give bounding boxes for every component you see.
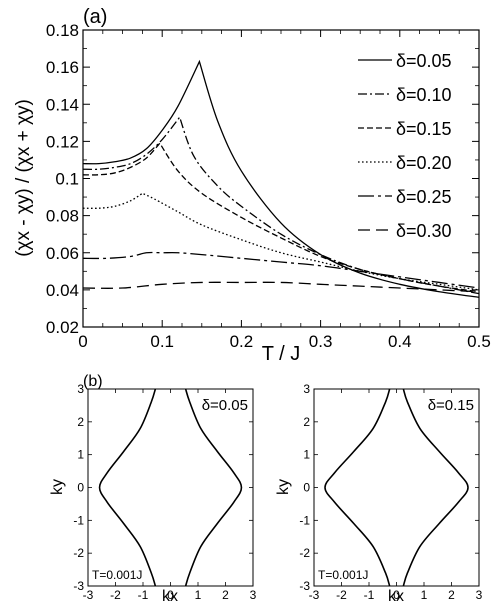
legend-label-2: δ=0.10: [396, 85, 452, 105]
y-tick-label: 0.18: [46, 21, 79, 40]
panel-b-label: (b): [83, 373, 103, 390]
fermi-surface-branch-2: [98, 388, 157, 587]
panel-b-right-y-axis-label: ky: [275, 479, 292, 495]
x-tick-label: 0.2: [230, 332, 254, 351]
y-tick-label: -3: [299, 579, 310, 593]
y-tick-label: 0.1: [55, 170, 79, 189]
y-tick-label: 0.04: [46, 281, 79, 300]
panel-a-legend: δ=0.05 δ=0.10 δ=0.15 δ=0.20 δ=0.25 δ=0.30: [358, 51, 452, 241]
x-tick-label: -3: [309, 588, 320, 602]
legend-label-1: δ=0.05: [396, 51, 452, 71]
y-tick-label: 0.16: [46, 58, 79, 77]
y-tick-label: -3: [73, 579, 84, 593]
panel-a: (a) 0 0.1 0.2 0.3 0.4 0.50.020.040.060.080.10…: [13, 6, 491, 365]
panel-b-left-ticks: -3 -2 -1 0 1 2 3 -3 -2 -1 0 1 2 3: [73, 382, 256, 602]
y-tick-label: 1: [303, 448, 310, 462]
x-tick-label: 1: [195, 588, 202, 602]
panel-b-right-delta-annotation: δ=0.15: [428, 397, 474, 414]
legend-label-6: δ=0.30: [396, 221, 452, 241]
x-tick-label: 0.5: [467, 332, 491, 351]
x-tick-label: -3: [83, 588, 94, 602]
panel-a-y-axis-label: (χx - χy) / (χx + χy): [13, 99, 34, 257]
x-tick-label: 3: [476, 588, 483, 602]
y-tick-label: 3: [303, 382, 310, 396]
legend-label-4: δ=0.20: [396, 153, 452, 173]
y-tick-label: 0.08: [46, 207, 79, 226]
x-tick-label: -2: [110, 588, 121, 602]
series-line-4: [82, 192, 480, 291]
panel-a-x-axis-label: T / J: [262, 343, 301, 365]
x-tick-label: 2: [222, 588, 229, 602]
panel-b-left-x-axis-label: kx: [162, 588, 178, 603]
y-tick-label: 2: [77, 415, 84, 429]
fermi-surface-branch-1: [402, 388, 469, 587]
x-tick-label: 3: [250, 588, 257, 602]
y-tick-label: 0: [77, 481, 84, 495]
y-tick-label: 3: [77, 382, 84, 396]
x-tick-label: -2: [336, 588, 347, 602]
y-tick-label: -1: [299, 513, 310, 527]
y-tick-label: -1: [73, 513, 84, 527]
panel-b-left-y-axis-label: ky: [49, 479, 66, 495]
x-tick-label: 0: [78, 332, 87, 351]
x-tick-label: -1: [138, 588, 149, 602]
panel-b-right-x-axis-label: kx: [388, 588, 404, 603]
x-tick-label: 0.1: [150, 332, 174, 351]
y-tick-label: -2: [73, 546, 84, 560]
y-tick-label: -2: [299, 546, 310, 560]
panel-b-left: (b) -3 -2 -1 0 1 2 3 -3 -2 -1 0 1 2 3 δ=0.05 T=0.001J…: [49, 373, 257, 603]
legend-label-3: δ=0.15: [396, 119, 452, 139]
series-line-1: [82, 59, 480, 298]
x-tick-label: 0: [393, 588, 400, 602]
series-line-2: [82, 115, 480, 295]
x-tick-label: 0.4: [388, 332, 412, 351]
panel-b-right-series-group: [324, 388, 469, 587]
panel-b-right-temperature-annotation: T=0.001J: [318, 568, 368, 582]
fermi-surface-branch-2: [324, 388, 391, 587]
x-tick-label: 0: [167, 588, 174, 602]
series-line-3: [82, 142, 480, 293]
x-tick-label: -1: [364, 588, 375, 602]
y-tick-label: 0: [303, 481, 310, 495]
series-line-5: [82, 251, 480, 289]
panel-b-left-delta-annotation: δ=0.05: [202, 397, 248, 414]
y-tick-label: 0.06: [46, 244, 79, 263]
panel-b-right-ticks: -3 -2 -1 0 1 2 3 -3 -2 -1 0 1 2 3: [299, 382, 482, 602]
panel-a-label: (a): [83, 6, 107, 28]
panel-b-left-temperature-annotation: T=0.001J: [92, 568, 142, 582]
legend-label-5: δ=0.25: [396, 187, 452, 207]
x-tick-label: 2: [448, 588, 455, 602]
x-tick-label: 0.3: [309, 332, 333, 351]
y-tick-label: 1: [77, 448, 84, 462]
y-tick-label: 0.02: [46, 318, 79, 337]
y-tick-label: 2: [303, 415, 310, 429]
fermi-surface-branch-1: [184, 388, 243, 587]
series-line-6: [82, 281, 480, 293]
y-tick-label: 0.12: [46, 132, 79, 151]
y-tick-label: 0.14: [46, 95, 79, 114]
panel-a-ticks: 0 0.1 0.2 0.3 0.4 0.5 0.02 0.04 0.06 0.08 0.1 0.12 0…: [46, 21, 491, 351]
x-tick-label: 1: [421, 588, 428, 602]
panel-b-left-series-group: [98, 388, 243, 587]
panel-a-series-group: [82, 59, 480, 298]
